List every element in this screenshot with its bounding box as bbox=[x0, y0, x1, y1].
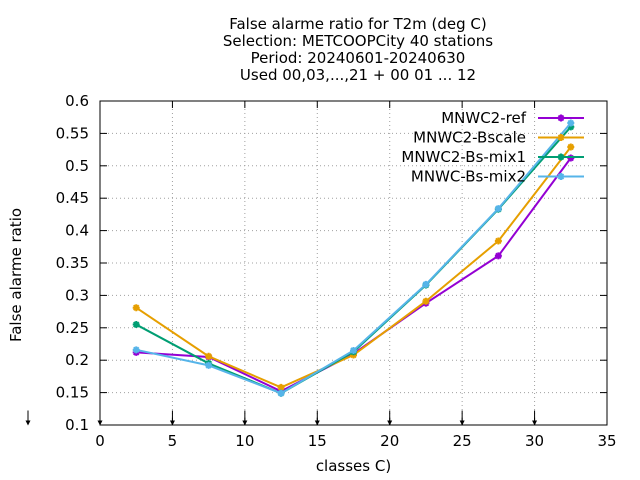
x-tick-label-0: 0 bbox=[95, 432, 105, 450]
x-tick-label-4: 20 bbox=[380, 432, 399, 450]
title-line-1: Selection: METCOOPCity 40 stations bbox=[223, 32, 493, 50]
y-tick-label-9: 0.55 bbox=[56, 124, 89, 142]
series-3-point-4-core bbox=[423, 282, 428, 287]
x-tick-label-3: 15 bbox=[308, 432, 327, 450]
legend-item-1: MNWC2-Bscale bbox=[413, 129, 584, 147]
y-tick-label-1: 0.15 bbox=[56, 384, 89, 402]
class-marker-outside bbox=[25, 410, 31, 426]
series-1-point-5-core bbox=[496, 238, 501, 243]
legend-marker-0-core bbox=[559, 116, 563, 120]
x-tick-label-2: 10 bbox=[235, 432, 254, 450]
legend-marker-3-core bbox=[559, 174, 563, 179]
legend-item-0: MNWC2-ref bbox=[441, 109, 584, 127]
x-tick-label-5: 25 bbox=[453, 432, 472, 450]
series-3-point-2-core bbox=[279, 391, 284, 396]
series-1-point-2-core bbox=[279, 385, 284, 390]
series-3-point-3-core bbox=[351, 348, 356, 353]
class-marker-5 bbox=[459, 410, 465, 426]
series-1-point-1-core bbox=[206, 354, 211, 359]
class-marker-outside-head bbox=[25, 420, 31, 426]
y-tick-label-2: 0.2 bbox=[65, 351, 89, 369]
series-1-point-4-core bbox=[423, 299, 428, 304]
legend-label-1: MNWC2-Bscale bbox=[413, 129, 526, 147]
legend-label-3: MNWC-Bs-mix2 bbox=[411, 168, 526, 186]
title-line-2: Period: 20240601-20240630 bbox=[251, 49, 466, 67]
class-marker-6-head bbox=[532, 420, 538, 426]
x-tick-label-1: 5 bbox=[168, 432, 178, 450]
series-1-point-6-core bbox=[568, 145, 573, 150]
class-marker-1-head bbox=[169, 420, 175, 426]
y-tick-label-3: 0.25 bbox=[56, 319, 89, 337]
legend-marker-2-core bbox=[559, 155, 563, 159]
y-tick-label-7: 0.45 bbox=[56, 189, 89, 207]
class-markers bbox=[25, 410, 538, 426]
y-tick-label-10: 0.6 bbox=[65, 92, 89, 110]
series-3-point-5-core bbox=[496, 206, 501, 211]
class-marker-0-head bbox=[97, 420, 103, 426]
y-tick-label-0: 0.1 bbox=[65, 416, 89, 434]
series-3-point-6-core bbox=[568, 121, 573, 126]
y-tick-label-4: 0.3 bbox=[65, 286, 89, 304]
title-line-3: Used 00,03,...,21 + 00 01 ... 12 bbox=[240, 66, 476, 84]
x-tick-label-7: 35 bbox=[597, 432, 616, 450]
class-marker-4 bbox=[387, 410, 393, 426]
y-tick-label-8: 0.5 bbox=[65, 157, 89, 175]
class-marker-0 bbox=[97, 410, 103, 426]
series-2-point-0-core bbox=[134, 322, 139, 327]
legend-label-0: MNWC2-ref bbox=[441, 109, 526, 127]
series-3 bbox=[132, 119, 575, 397]
chart-title: False alarme ratio for T2m (deg C)Select… bbox=[223, 15, 493, 84]
legend-label-2: MNWC2-Bs-mix1 bbox=[401, 148, 526, 166]
title-line-0: False alarme ratio for T2m (deg C) bbox=[229, 15, 487, 33]
series bbox=[132, 119, 575, 397]
series-3-point-1-core bbox=[206, 363, 211, 368]
class-marker-3 bbox=[314, 410, 320, 426]
class-marker-4-head bbox=[387, 420, 393, 426]
series-3-point-0-core bbox=[134, 347, 139, 352]
legend-marker-1-core bbox=[559, 135, 563, 140]
class-marker-3-head bbox=[314, 420, 320, 426]
series-1-point-0-core bbox=[134, 305, 139, 310]
class-marker-2 bbox=[242, 410, 248, 426]
x-tick-label-6: 30 bbox=[525, 432, 544, 450]
x-tick-labels: 0 5 10 15 20 25 30 35 bbox=[95, 432, 616, 450]
class-marker-6 bbox=[532, 410, 538, 426]
y-tick-label-6: 0.4 bbox=[65, 222, 89, 240]
class-marker-5-head bbox=[459, 420, 465, 426]
series-0-point-5-core bbox=[496, 253, 501, 258]
legend-item-3: MNWC-Bs-mix2 bbox=[411, 168, 584, 186]
x-axis-label: classes C) bbox=[316, 457, 391, 475]
class-marker-1 bbox=[169, 410, 175, 426]
legend-item-2: MNWC2-Bs-mix1 bbox=[401, 148, 584, 166]
grid bbox=[100, 101, 607, 425]
y-axis-label: False alarme ratio bbox=[7, 208, 25, 342]
class-marker-2-head bbox=[242, 420, 248, 426]
y-tick-labels: 0.1 0.15 0.2 0.25 0.3 0.35 0.4 0.45 0.5 0.55 0.6 bbox=[56, 92, 89, 434]
y-tick-label-5: 0.35 bbox=[56, 254, 89, 272]
